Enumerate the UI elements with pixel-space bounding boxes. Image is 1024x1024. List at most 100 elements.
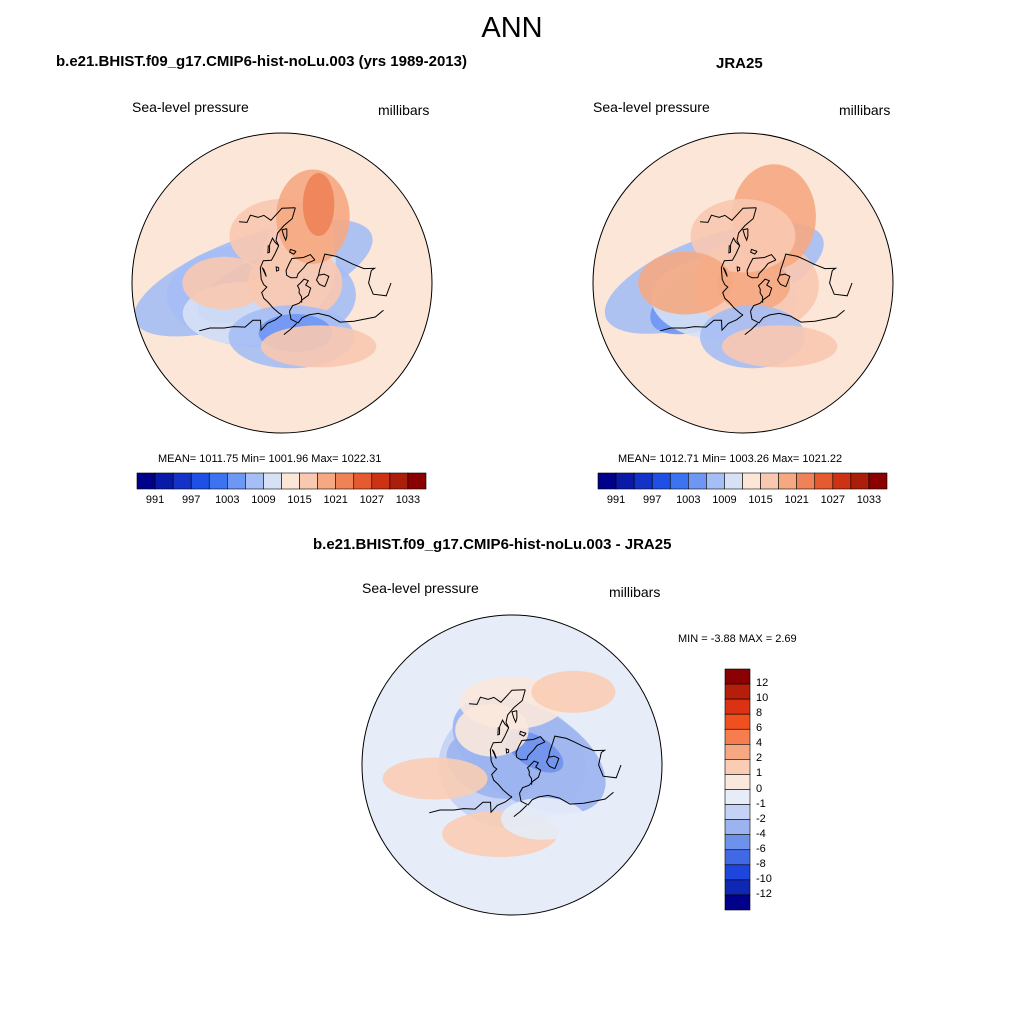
coastline — [283, 323, 298, 335]
colorbar-swatch — [281, 472, 300, 490]
coastline — [275, 266, 280, 272]
colorbar-1-tick-label: 1009 — [251, 494, 276, 506]
pressure-contour-region — [604, 222, 824, 334]
pressure-contour-region — [276, 169, 350, 264]
map-background — [593, 133, 893, 433]
map-background — [132, 133, 432, 433]
pressure-contour-region — [382, 757, 488, 800]
pressure-contour-region — [262, 210, 336, 316]
map-background — [362, 615, 662, 915]
pressure-contour-region — [638, 251, 733, 315]
colorbar-2-tick-label: 1003 — [676, 494, 701, 506]
coastline — [750, 248, 758, 255]
colorbar-swatch — [832, 472, 852, 490]
coastline — [720, 207, 757, 316]
colorbar-diff-tick-label: -4 — [756, 827, 766, 840]
coastline — [289, 278, 312, 312]
pressure-contour-region — [699, 305, 805, 369]
map-border — [131, 132, 433, 434]
colorbar-swatch — [742, 472, 761, 490]
colorbar-swatch — [335, 472, 355, 490]
colorbar-swatch — [724, 472, 743, 490]
colorbar-1 — [136, 472, 427, 490]
pressure-contour-region — [197, 251, 315, 324]
coastline — [511, 710, 518, 724]
coastline — [779, 253, 853, 297]
panel-3-title: b.e21.BHIST.f09_g17.CMIP6-hist-noLu.003 … — [313, 536, 672, 553]
colorbar-2-tick-label: 991 — [606, 494, 626, 506]
coastline — [548, 735, 622, 779]
coastline — [261, 267, 267, 277]
panel-2-variable-label: Sea-level pressure — [593, 99, 710, 115]
colorbar-swatch — [389, 472, 409, 490]
pressure-contour-region — [650, 249, 787, 335]
colorbar-swatch — [724, 804, 751, 820]
colorbar-2-tick-label: 997 — [643, 494, 662, 506]
map-border — [361, 614, 663, 916]
colorbar-diff-tick-label: -2 — [756, 812, 766, 825]
pressure-contour-region — [690, 198, 796, 273]
pressure-contour-region — [452, 696, 606, 814]
colorbar-diff-tick-label: -8 — [756, 857, 766, 870]
coastline — [519, 760, 542, 794]
colorbar-swatch — [724, 668, 751, 685]
colorbar-swatch — [353, 472, 373, 490]
panel-2-stats: MEAN= 1012.71 Min= 1003.26 Max= 1021.22 — [618, 453, 843, 465]
coastline — [660, 314, 744, 332]
coastline — [728, 236, 741, 254]
colorbar-2-tick-label: 1009 — [712, 494, 737, 506]
colorbar-swatch — [724, 879, 751, 896]
colorbar-swatch — [227, 472, 246, 490]
colorbar-diff-tick-label: 6 — [756, 722, 763, 735]
pressure-contour-region — [446, 731, 538, 799]
pressure-contour-region — [651, 256, 799, 341]
pressure-contour-region — [260, 325, 377, 368]
pressure-contour-region — [455, 703, 529, 757]
colorbar-swatch — [172, 472, 192, 490]
coastline — [750, 278, 773, 312]
pressure-contour-region — [228, 305, 355, 369]
colorbar-swatch — [669, 472, 689, 490]
pressure-contour-region — [442, 810, 558, 857]
colorbar-swatch — [760, 472, 779, 490]
pressure-contour-region — [501, 797, 586, 840]
map-border — [592, 132, 894, 434]
coastline — [281, 228, 288, 242]
colorbar-diff-tick-label: -6 — [756, 842, 766, 855]
colorbar-diff-tick-label: -10 — [756, 872, 772, 885]
pressure-contour-region — [166, 242, 356, 348]
colorbar-swatch — [136, 472, 156, 490]
colorbar-swatch — [868, 472, 888, 490]
colorbar-1-tick-label: 1015 — [287, 494, 312, 506]
coastline — [519, 791, 614, 806]
colorbar-2-tick-label: 1033 — [856, 494, 882, 506]
coastline — [289, 248, 297, 255]
colorbar-swatch — [724, 789, 751, 805]
pressure-contour-region — [438, 702, 586, 828]
colorbar-swatch — [651, 472, 671, 490]
colorbar-swatch — [208, 472, 228, 490]
colorbar-swatch — [724, 759, 751, 775]
coastline — [519, 730, 527, 737]
coastline — [545, 755, 560, 770]
colorbar-diff-tick-label: -1 — [756, 797, 766, 810]
colorbar-swatch — [724, 728, 751, 745]
pressure-contour-region — [721, 325, 838, 368]
panel-1-title: b.e21.BHIST.f09_g17.CMIP6-hist-noLu.003 … — [56, 53, 467, 70]
coastline — [469, 689, 526, 705]
coastline — [429, 796, 513, 814]
colorbar-2-tick-label: 1021 — [784, 494, 809, 506]
coastline — [318, 253, 392, 297]
colorbar-diff-tick-label: -12 — [756, 887, 772, 900]
colorbar-diff-tick-label: 2 — [756, 752, 763, 765]
colorbar-1-tick-label: 997 — [182, 494, 201, 506]
coastline — [267, 236, 280, 254]
pressure-contour-region — [692, 238, 819, 333]
polar-map-2 — [592, 132, 894, 434]
colorbar-1-tick-label: 1027 — [359, 494, 385, 506]
panel-3-stats: MIN = -3.88 MAX = 2.69 — [678, 633, 797, 645]
polar-map-3 — [361, 614, 663, 916]
colorbar-swatch — [724, 849, 751, 866]
colorbar-swatch — [724, 683, 751, 700]
colorbar-diff-tick-label: 8 — [756, 707, 763, 720]
